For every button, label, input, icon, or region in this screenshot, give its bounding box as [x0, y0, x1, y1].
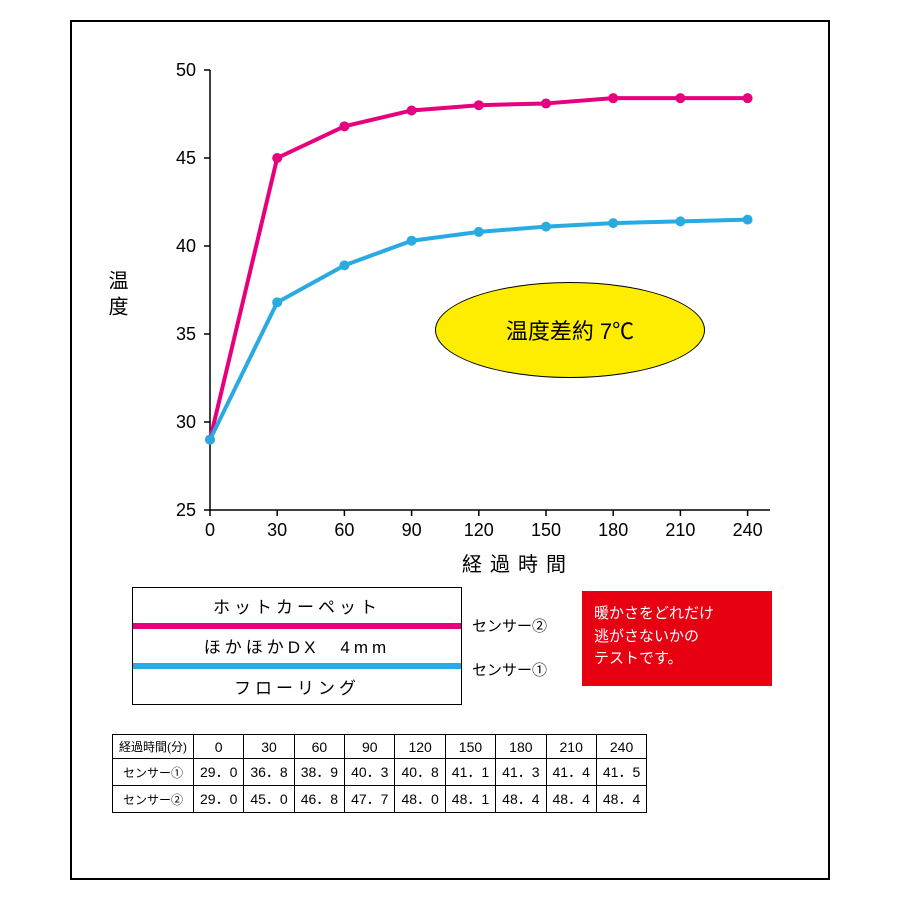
annotation-text: 温度差約 7℃ [506, 314, 634, 346]
table-time-cell: 120 [395, 735, 445, 759]
layer-top: ホットカーペット [133, 588, 461, 623]
sensor-label-1: センサー① [472, 659, 547, 680]
svg-text:40: 40 [176, 236, 196, 256]
table-row-sensor2: センサー② 29．045．046．847．748．048．148．448．448… [113, 786, 647, 813]
svg-text:0: 0 [205, 520, 215, 540]
figure-frame: 2530354045500306090120150180210240 温度 経過… [70, 20, 830, 880]
table-value-cell: 29．0 [194, 786, 244, 813]
legend-area: ホットカーペット ほかほかDX 4mm フローリング センサー② センサー① 暖… [132, 587, 772, 707]
table-time-cell: 240 [596, 735, 646, 759]
svg-text:150: 150 [531, 520, 561, 540]
svg-text:180: 180 [598, 520, 628, 540]
table-time-cell: 210 [546, 735, 596, 759]
table-value-cell: 40．3 [345, 759, 395, 786]
y-axis-label: 温度 [102, 270, 131, 322]
svg-text:210: 210 [665, 520, 695, 540]
table-value-cell: 45．0 [244, 786, 294, 813]
svg-text:50: 50 [176, 60, 196, 80]
table-value-cell: 29．0 [194, 759, 244, 786]
chart-area: 25 30 35 40 45 50 0 30 60 90 120 150 180 210 240 温度 経過… [90, 40, 810, 580]
table-value-cell: 48．1 [445, 786, 495, 813]
svg-text:240: 240 [733, 520, 763, 540]
x-axis-label: 経過時間 [462, 548, 574, 577]
table-header-label: 経過時間(分) [113, 735, 194, 759]
data-table: 経過時間(分) 0306090120150180210240 センサー① 29．… [112, 734, 647, 813]
layer-bot: フローリング [133, 669, 461, 704]
table-value-cell: 40．8 [395, 759, 445, 786]
table-value-cell: 41．5 [596, 759, 646, 786]
note-line-3: テストです。 [594, 648, 760, 671]
svg-text:45: 45 [176, 148, 196, 168]
note-box: 暖かさをどれだけ 逃がさないかの テストです。 [582, 591, 772, 686]
table-time-cell: 0 [194, 735, 244, 759]
table-time-cell: 30 [244, 735, 294, 759]
annotation-ellipse: 温度差約 7℃ [435, 282, 705, 378]
note-line-1: 暖かさをどれだけ [594, 603, 760, 626]
table-value-cell: 48．4 [496, 786, 546, 813]
table-value-cell: 47．7 [345, 786, 395, 813]
table-value-cell: 41．1 [445, 759, 495, 786]
svg-text:90: 90 [402, 520, 422, 540]
table-value-cell: 41．3 [496, 759, 546, 786]
svg-text:30: 30 [176, 412, 196, 432]
layer-mid: ほかほかDX 4mm [133, 629, 461, 664]
sensor-label-2: センサー② [472, 615, 547, 636]
table-value-cell: 48．4 [596, 786, 646, 813]
table-time-cell: 90 [345, 735, 395, 759]
table-value-cell: 38．9 [294, 759, 344, 786]
table-time-cell: 60 [294, 735, 344, 759]
table-value-cell: 46．8 [294, 786, 344, 813]
table-row-header: 経過時間(分) 0306090120150180210240 [113, 735, 647, 759]
row-label-2: センサー② [113, 786, 194, 813]
table-value-cell: 41．4 [546, 759, 596, 786]
table-value-cell: 48．4 [546, 786, 596, 813]
svg-text:120: 120 [464, 520, 494, 540]
table-time-cell: 150 [445, 735, 495, 759]
table-time-cell: 180 [496, 735, 546, 759]
svg-text:35: 35 [176, 324, 196, 344]
svg-text:60: 60 [334, 520, 354, 540]
row-label-1: センサー① [113, 759, 194, 786]
table-value-cell: 36．8 [244, 759, 294, 786]
note-line-2: 逃がさないかの [594, 626, 760, 649]
table-value-cell: 48．0 [395, 786, 445, 813]
table-row-sensor1: センサー① 29．036．838．940．340．841．141．341．441… [113, 759, 647, 786]
svg-text:25: 25 [176, 500, 196, 520]
layer-stack: ホットカーペット ほかほかDX 4mm フローリング [132, 587, 462, 705]
svg-text:30: 30 [267, 520, 287, 540]
